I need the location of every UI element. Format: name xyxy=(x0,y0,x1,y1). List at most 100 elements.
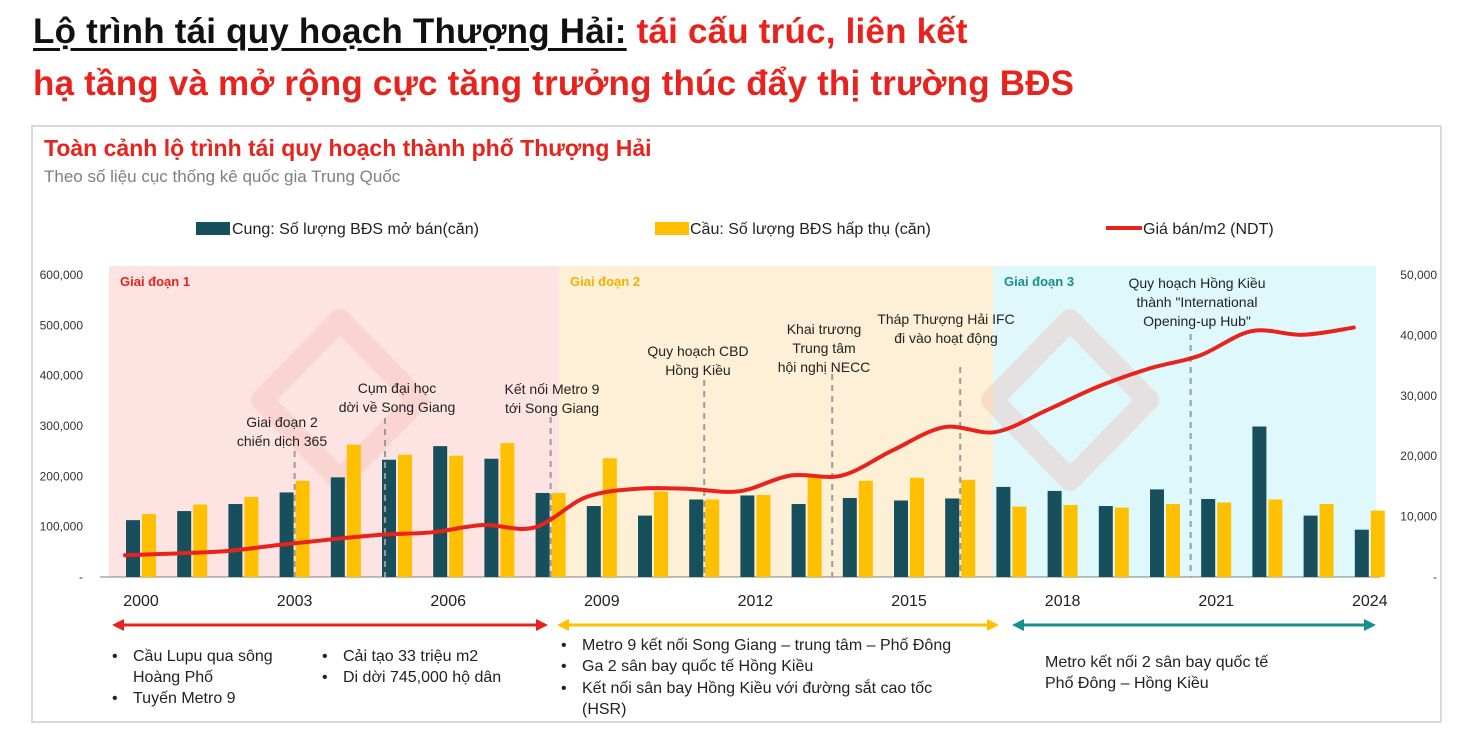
bar-demand-2023 xyxy=(1319,504,1334,577)
annotation-line: Trung tâm xyxy=(792,340,855,356)
bar-demand-2004 xyxy=(346,444,361,577)
bar-supply-2003 xyxy=(279,492,294,577)
annotation-line: thành "International xyxy=(1137,294,1258,310)
annotation-line: tới Song Giang xyxy=(505,400,599,416)
bullet-dot: • xyxy=(112,648,118,665)
bar-supply-2007 xyxy=(484,458,499,577)
bar-supply-2011 xyxy=(689,499,704,577)
annotation-text: Giai đoạn 2 chiến dịch 365 xyxy=(237,414,328,449)
legend-swatch-demand xyxy=(655,222,689,235)
bullet-dot: • xyxy=(112,690,118,707)
phase2-note-3: Kết nối sân bay Hồng Kiều với đường sắt … xyxy=(582,678,937,718)
phase2-arrow-right-head xyxy=(987,619,999,631)
phase2-arrow-left-head xyxy=(557,619,569,631)
annotation-line: Khai trương xyxy=(787,321,862,337)
bar-supply-2000 xyxy=(126,520,140,577)
annotation-line: Quy hoạch CBD xyxy=(647,343,748,359)
annotation-line: đi vào hoạt động xyxy=(894,330,998,346)
phase2-notes: • Metro 9 kết nối Song Giang – trung tâm… xyxy=(561,637,951,718)
annotation-text: Quy hoạch Hồng Kiều thành "International O… xyxy=(1129,275,1266,329)
bar-supply-2008 xyxy=(535,492,550,577)
bar-supply-2012 xyxy=(740,495,755,577)
y-left-tick-label: 100,000 xyxy=(40,520,84,534)
legend-label-demand: Cầu: Số lượng BĐS hấp thụ (căn) xyxy=(690,221,931,238)
bar-supply-2024 xyxy=(1354,529,1369,577)
bar-supply-2016 xyxy=(945,498,960,577)
bar-supply-2001 xyxy=(177,511,192,577)
annotation-line: Cụm đại học xyxy=(358,380,437,396)
phase1-notes: • Cầu Lupu qua sông Hoàng Phố • Tuyến Me… xyxy=(112,648,501,707)
bar-supply-2004 xyxy=(330,477,345,577)
phase3-note-line1: Metro kết nối 2 sân bay quốc tế xyxy=(1045,654,1268,671)
bar-demand-2014 xyxy=(858,480,873,577)
x-tick-label: 2015 xyxy=(891,593,927,610)
annotation-line: chiến dịch 365 xyxy=(237,433,328,449)
bar-demand-2001 xyxy=(193,504,208,577)
bar-supply-2002 xyxy=(228,504,243,577)
phase-label-2: Giai đoạn 2 xyxy=(570,274,640,289)
y-right-tick-label: 50,000 xyxy=(1400,268,1437,282)
y-right-tick-label: 10,000 xyxy=(1400,510,1437,524)
x-tick-label: 2021 xyxy=(1198,593,1234,610)
bar-demand-2003 xyxy=(295,480,310,577)
x-tick-label: 2012 xyxy=(738,593,774,610)
bar-demand-2007 xyxy=(500,443,515,577)
phase1-arrow-left-head xyxy=(112,619,124,631)
phase3-note-line2: Phố Đông – Hồng Kiều xyxy=(1045,675,1209,692)
bar-supply-2018 xyxy=(1047,490,1062,577)
watermark-house-icon xyxy=(981,309,1159,491)
y-left-tick-label: 200,000 xyxy=(40,469,84,483)
bar-demand-2017 xyxy=(1012,506,1027,577)
phase2-note-3-line1: Kết nối sân bay Hồng Kiều với đường sắt … xyxy=(582,678,932,697)
phase1-arrow-right-head xyxy=(536,619,548,631)
watermark-house-icon xyxy=(251,309,429,491)
phase-arrows xyxy=(112,619,1376,631)
bullet-dot: • xyxy=(561,680,567,697)
axes: - 100,000 200,000 300,000 400,000 500,000 600,… xyxy=(40,268,1438,610)
legend-label-price: Giá bán/m2 (NDT) xyxy=(1143,221,1274,238)
bar-demand-2002 xyxy=(244,496,259,577)
phase1-note-4: Di dời 745,000 hộ dân xyxy=(343,669,501,686)
phase-backgrounds: Giai đoạn 1 Giai đoạn 2 Giai đoạn 3 xyxy=(109,266,1376,577)
phase1-note-1-line2: Hoàng Phố xyxy=(133,669,213,686)
bar-supply-2009 xyxy=(586,506,601,577)
x-tick-label: 2006 xyxy=(430,593,466,610)
annotation-line: Giai đoạn 2 xyxy=(246,414,318,430)
annotation-text: Khai trương Trung tâm hội nghị NECC xyxy=(778,321,871,375)
bar-demand-2015 xyxy=(910,477,924,577)
annotation-line: Tháp Thượng Hải IFC xyxy=(877,311,1014,327)
chart-title: Toàn cảnh lộ trình tái quy hoạch thành p… xyxy=(44,135,652,161)
annotation-line: hội nghị NECC xyxy=(778,359,871,375)
bar-supply-2017 xyxy=(996,486,1011,577)
annotations: Giai đoạn 2 chiến dịch 365 Cụm đại học dời … xyxy=(237,275,1266,577)
annotation-text: Kết nối Metro 9 tới Song Giang xyxy=(505,381,600,416)
legend-label-supply: Cung: Số lượng BĐS mở bán(căn) xyxy=(232,221,479,238)
phase3-note: Metro kết nối 2 sân bay quốc tế Phố Đông… xyxy=(1045,654,1273,692)
y-right-tick-label: 40,000 xyxy=(1400,328,1437,342)
phase2-note-2: Ga 2 sân bay quốc tế Hồng Kiều xyxy=(582,658,813,675)
y-left-tick-label: 500,000 xyxy=(40,318,84,332)
legend: Cung: Số lượng BĐS mở bán(căn) Cầu: Số l… xyxy=(196,221,1274,238)
bar-supply-2006 xyxy=(433,446,448,577)
page-headline: Lộ trình tái quy hoạch Thượng Hải: tái c… xyxy=(33,6,1453,110)
x-tick-label: 2009 xyxy=(584,593,620,610)
y-right-tick-label: - xyxy=(1433,570,1437,584)
phase1-note-1-line1: Cầu Lupu qua sông xyxy=(133,648,273,665)
headline-line2: hạ tầng và mở rộng cực tăng trưởng thúc … xyxy=(33,64,1075,103)
x-tick-label: 2018 xyxy=(1045,593,1081,610)
legend-swatch-supply xyxy=(196,222,230,235)
bar-demand-2012 xyxy=(756,494,771,577)
bar-supply-2021 xyxy=(1201,498,1216,577)
bullet-dot: • xyxy=(322,669,328,686)
price-line xyxy=(123,325,1356,558)
x-tick-label: 2024 xyxy=(1352,593,1388,610)
phase1-note-2: Tuyến Metro 9 xyxy=(133,690,236,707)
bar-supply-2015 xyxy=(894,500,908,577)
bar-supply-2019 xyxy=(1098,506,1113,577)
headline-part1: Lộ trình tái quy hoạch Thượng Hải: xyxy=(33,12,627,51)
annotation-line: Kết nối Metro 9 xyxy=(505,381,600,397)
bar-supply-2010 xyxy=(638,515,652,577)
phase-label-1: Giai đoạn 1 xyxy=(120,274,190,289)
phase3-arrow-right-head xyxy=(1364,619,1376,631)
